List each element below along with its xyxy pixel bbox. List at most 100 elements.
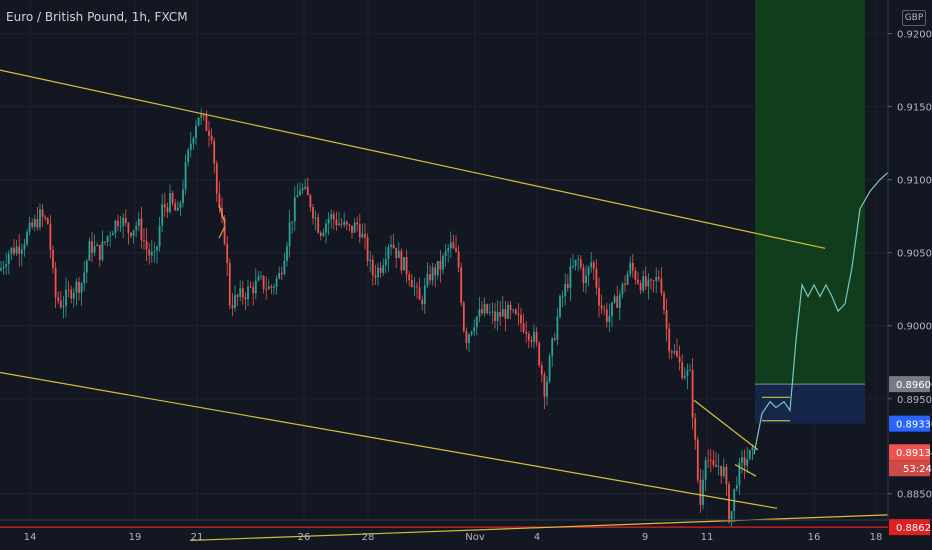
candle-body <box>231 305 234 309</box>
candle-body <box>88 241 91 261</box>
candle-body <box>80 283 83 293</box>
candle-body <box>358 224 361 238</box>
time-tick-label: 21 <box>191 532 204 543</box>
candle-body <box>174 203 177 211</box>
candle-body <box>114 220 117 234</box>
candle-body <box>145 241 148 250</box>
candle-body <box>387 247 390 260</box>
candle-body <box>525 331 528 334</box>
candle-body <box>111 233 114 236</box>
candle-body <box>475 316 478 328</box>
candle-body <box>499 312 502 317</box>
candle-body <box>733 488 736 512</box>
candle-body <box>546 381 548 397</box>
candle-body <box>683 376 686 379</box>
candle-body <box>18 246 21 254</box>
candle-body <box>686 370 689 377</box>
candle-body <box>618 294 621 308</box>
candle-body <box>603 308 606 310</box>
candle-body <box>639 283 642 291</box>
currency-button[interactable]: GBP <box>902 10 926 26</box>
candle-body <box>624 283 626 285</box>
candle-body <box>395 247 398 259</box>
candle-body <box>244 297 247 300</box>
time-tick-label: Nov <box>465 532 485 543</box>
candle-body <box>67 289 70 291</box>
target-zone <box>755 0 865 385</box>
candle-body <box>460 267 463 303</box>
candle-body <box>171 192 174 204</box>
time-tick-label: 11 <box>701 532 714 543</box>
candle-body <box>481 309 483 314</box>
candle-body <box>527 333 530 340</box>
time-tick-label: 18 <box>870 532 883 543</box>
candle-body <box>540 365 543 375</box>
candle-body <box>197 117 200 126</box>
candle-body <box>423 285 426 304</box>
candle-body <box>338 223 340 226</box>
candle-body <box>49 224 52 251</box>
candle-body <box>626 274 629 285</box>
candle-body <box>681 362 684 379</box>
candle-body <box>249 286 252 288</box>
candle-body <box>267 286 270 290</box>
candle-body <box>327 218 330 224</box>
candle-body <box>156 246 158 251</box>
candle-body <box>678 356 681 363</box>
candle-body <box>41 209 44 217</box>
candle-body <box>488 312 491 314</box>
candle-body <box>184 162 187 190</box>
candle-body <box>117 220 119 226</box>
candle-body <box>465 331 468 344</box>
candle-body <box>72 292 75 299</box>
candle-body <box>309 195 312 208</box>
candle-body <box>431 267 434 281</box>
candle-body <box>28 222 31 233</box>
candle-body <box>130 232 132 236</box>
candle-body <box>611 302 613 317</box>
candle-body <box>397 250 400 259</box>
annotation-mark <box>218 226 226 239</box>
candle-body <box>426 273 429 286</box>
candle-body <box>595 268 598 288</box>
candle-body <box>96 244 99 246</box>
countdown-tag <box>889 460 930 477</box>
candle-body <box>676 350 678 357</box>
time-tick-label: 28 <box>362 532 375 543</box>
candle-body <box>306 186 309 196</box>
candle-body <box>717 465 720 467</box>
candle-body <box>260 275 262 277</box>
candle-body <box>522 323 525 332</box>
candle-body <box>348 224 351 226</box>
candle-body <box>390 244 392 248</box>
candle-body <box>478 309 481 317</box>
candle-body <box>457 251 460 268</box>
candle-body <box>699 480 702 505</box>
candle-body <box>496 312 499 321</box>
candle-body <box>137 218 140 226</box>
candle-body <box>78 281 80 293</box>
candle-body <box>694 418 697 440</box>
candle-body <box>280 272 283 275</box>
candle-body <box>210 135 213 141</box>
candle-body <box>189 143 192 150</box>
candle-body <box>314 217 317 219</box>
candle-body <box>668 328 671 352</box>
candle-body <box>169 192 171 212</box>
time-tick-label: 19 <box>129 532 142 543</box>
candle-body <box>153 250 156 252</box>
candle-body <box>364 233 366 238</box>
candle-body <box>202 114 205 116</box>
candle-body <box>140 218 143 241</box>
candle-body <box>582 267 585 284</box>
candle-body <box>377 267 379 278</box>
candle-body <box>473 327 476 332</box>
candle-body <box>429 273 431 281</box>
candle-body <box>722 466 725 476</box>
